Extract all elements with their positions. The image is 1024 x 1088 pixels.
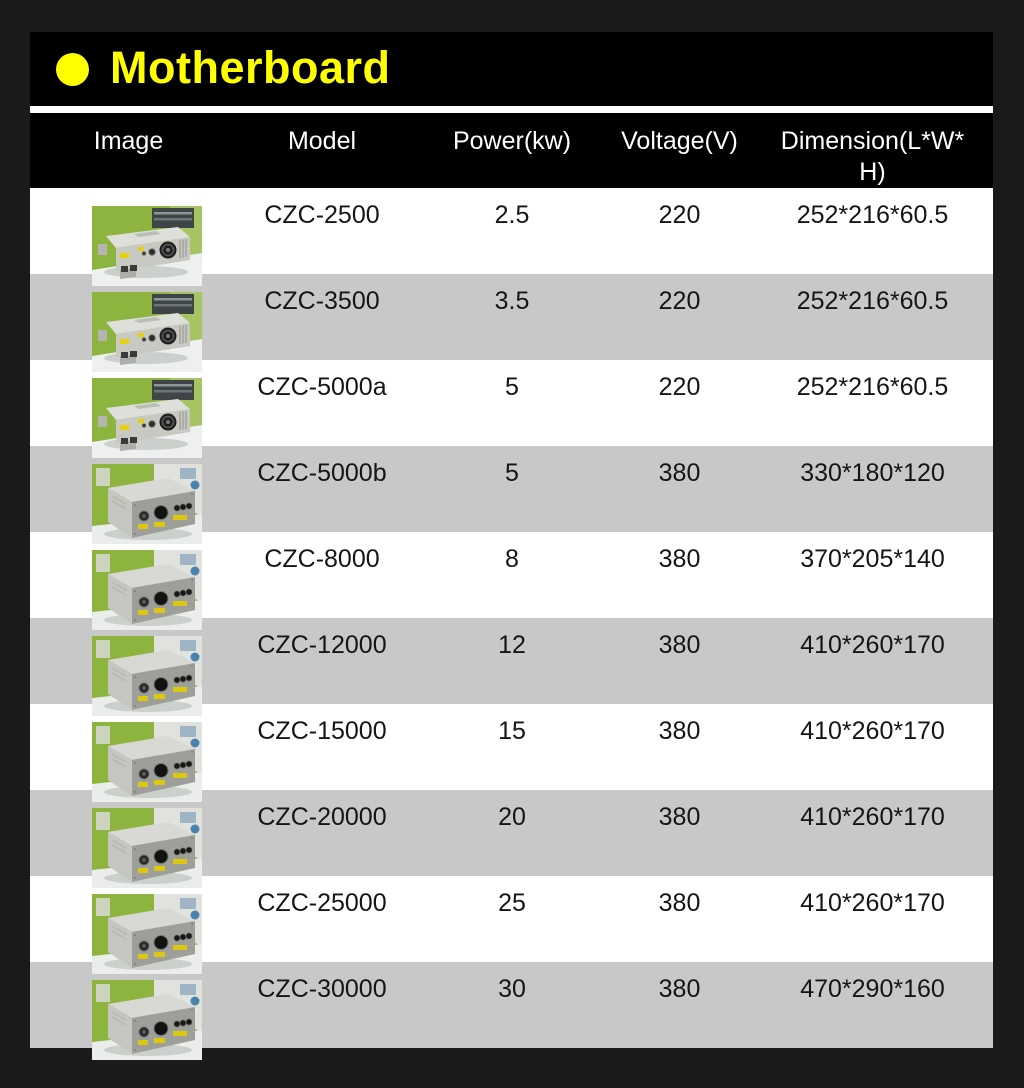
dimension-value: 410*260*170 — [800, 889, 945, 917]
table-row: CZC-2500 2.5 220 252*216*60.5 — [30, 188, 993, 286]
table-row: CZC-5000a 5 220 252*216*60.5 — [30, 360, 993, 458]
table-header-row: Image Model Power(kw) Voltage(V) Dimensi… — [30, 113, 993, 188]
product-photo — [30, 188, 227, 286]
dimension-value: 470*290*160 — [800, 975, 945, 1003]
dimension-value: 410*260*170 — [800, 631, 945, 659]
spec-sheet: Motherboard Image Model Power(kw) Voltag… — [30, 32, 993, 1060]
product-photo — [30, 790, 227, 888]
table-row: CZC-3500 3.5 220 252*216*60.5 — [30, 274, 993, 372]
power-value: 8 — [505, 545, 519, 573]
model-value: CZC-8000 — [264, 545, 380, 573]
table-row: CZC-5000b 5 380 330*180*120 — [30, 446, 993, 544]
table-row: CZC-20000 20 380 410*260*170 — [30, 790, 993, 888]
dimension-value: 252*216*60.5 — [796, 287, 949, 315]
product-photo — [30, 274, 227, 372]
model-value: CZC-12000 — [257, 631, 387, 659]
header-cell-image: Image — [93, 127, 164, 155]
dimension-value: 410*260*170 — [800, 717, 945, 745]
voltage-value: 220 — [658, 373, 701, 401]
power-value: 12 — [498, 631, 526, 659]
table-row: CZC-30000 30 380 470*290*160 — [30, 962, 993, 1060]
power-value: 20 — [498, 803, 526, 831]
header-cell-dimension: Dimension(L*W* H) — [780, 127, 965, 186]
voltage-value: 380 — [658, 717, 701, 745]
dimension-value: 410*260*170 — [800, 803, 945, 831]
product-photo — [30, 446, 227, 544]
dimension-value: 330*180*120 — [800, 459, 945, 487]
table-row: CZC-12000 12 380 410*260*170 — [30, 618, 993, 716]
voltage-value: 380 — [658, 803, 701, 831]
power-value: 30 — [498, 975, 526, 1003]
dimension-value: 252*216*60.5 — [796, 201, 949, 229]
voltage-value: 220 — [658, 287, 701, 315]
voltage-value: 380 — [658, 975, 701, 1003]
table-row: CZC-25000 25 380 410*260*170 — [30, 876, 993, 974]
power-value: 3.5 — [494, 287, 530, 315]
power-value: 15 — [498, 717, 526, 745]
model-value: CZC-25000 — [257, 889, 387, 917]
model-value: CZC-15000 — [257, 717, 387, 745]
voltage-value: 380 — [658, 631, 701, 659]
dimension-value: 252*216*60.5 — [796, 373, 949, 401]
table-row: CZC-15000 15 380 410*260*170 — [30, 704, 993, 802]
table-row: CZC-8000 8 380 370*205*140 — [30, 532, 993, 630]
power-value: 25 — [498, 889, 526, 917]
voltage-value: 220 — [658, 201, 701, 229]
yellow-dot-icon — [56, 52, 89, 86]
power-value: 5 — [505, 373, 519, 401]
product-photo — [30, 532, 227, 630]
title-banner: Motherboard — [30, 32, 993, 106]
model-value: CZC-5000b — [257, 459, 387, 487]
model-value: CZC-5000a — [257, 373, 387, 401]
model-value: CZC-30000 — [257, 975, 387, 1003]
page-title: Motherboard — [110, 41, 391, 93]
model-value: CZC-3500 — [264, 287, 380, 315]
product-photo — [30, 962, 227, 1060]
header-cell-voltage: Voltage(V) — [621, 127, 738, 155]
product-table: Image Model Power(kw) Voltage(V) Dimensi… — [30, 113, 993, 1060]
voltage-value: 380 — [658, 545, 701, 573]
model-value: CZC-2500 — [264, 201, 380, 229]
product-photo — [30, 704, 227, 802]
product-photo — [30, 876, 227, 974]
product-photo — [30, 360, 227, 458]
header-cell-model: Model — [287, 127, 357, 155]
model-value: CZC-20000 — [257, 803, 387, 831]
power-value: 2.5 — [494, 201, 530, 229]
voltage-value: 380 — [658, 889, 701, 917]
divider — [30, 106, 993, 113]
power-value: 5 — [505, 459, 519, 487]
voltage-value: 380 — [658, 459, 701, 487]
product-photo — [30, 618, 227, 716]
dimension-value: 370*205*140 — [800, 545, 945, 573]
header-cell-power: Power(kw) — [452, 127, 572, 155]
